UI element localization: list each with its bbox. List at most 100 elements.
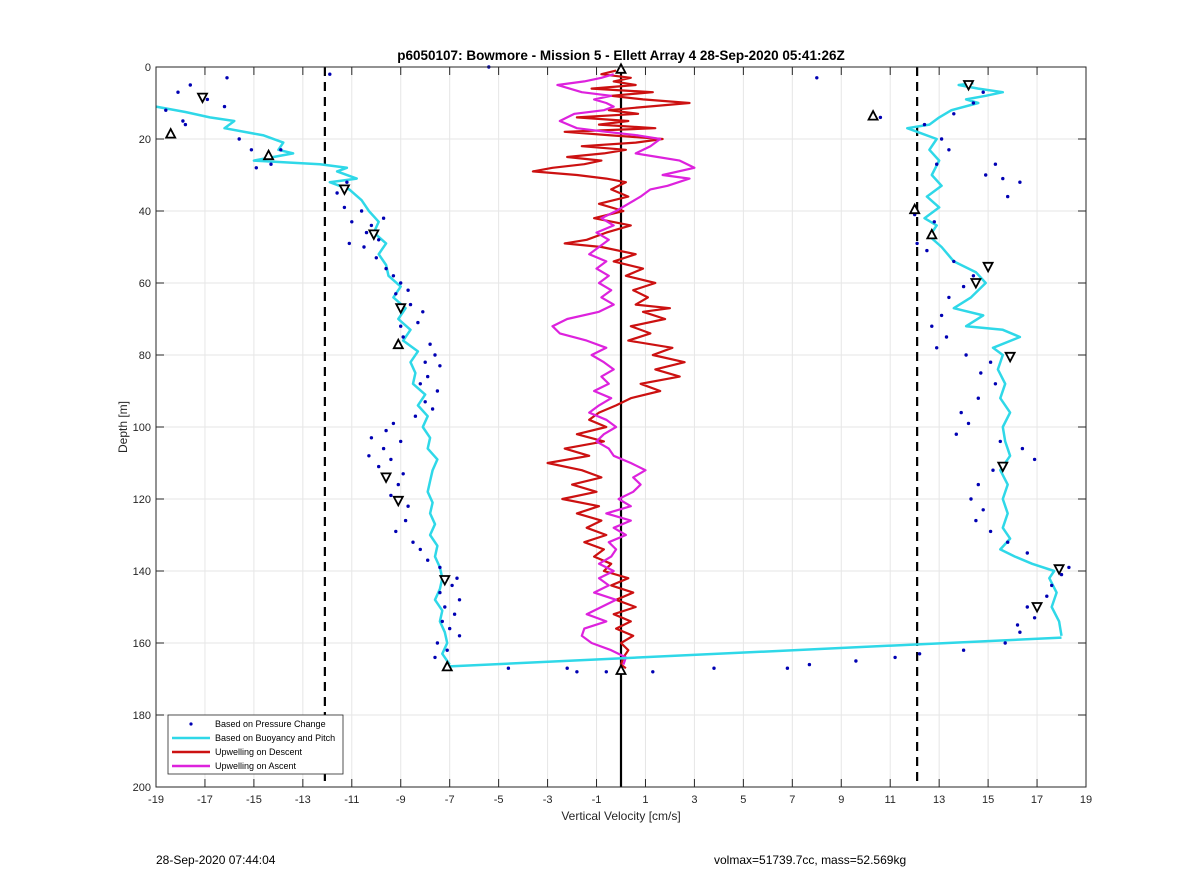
pressure-change-point (1025, 551, 1030, 555)
pressure-change-point (438, 364, 442, 368)
pressure-change-point (976, 482, 980, 487)
x-tick-label: 5 (740, 794, 746, 806)
marker-triangle-down (982, 261, 995, 274)
marker-triangle-down (338, 184, 351, 196)
pressure-change-point (974, 518, 978, 523)
pressure-change-point (448, 626, 452, 631)
pressure-change-point (1059, 572, 1064, 577)
x-tick-label: 15 (982, 794, 994, 806)
pressure-change-point (807, 662, 812, 667)
pressure-change-point (969, 497, 973, 501)
axis-ticks: -19 -17 -15 -13 -11 -9 -7 -5 -3 -1 1 3 5 7 9 11 13 15 17 19… (133, 62, 1092, 806)
pressure-change-point (604, 670, 608, 674)
pressure-change-point (930, 324, 934, 328)
pressure-change-point (1032, 457, 1037, 462)
y-tick-label: 20 (139, 134, 151, 146)
x-tick-label: -9 (396, 794, 406, 806)
pressure-change-point (374, 256, 378, 260)
pressure-change-point (1006, 194, 1010, 199)
marker-triangle-down (438, 575, 451, 587)
pressure-change-point (565, 666, 569, 670)
pressure-change-point (391, 421, 396, 426)
legend-label: Upwelling on Descent (215, 747, 303, 757)
marker-layer (164, 62, 1066, 675)
pressure-change-point (411, 540, 415, 544)
pressure-change-point (401, 335, 405, 339)
pressure-change-point (457, 598, 462, 602)
marker-triangle-down (1053, 564, 1066, 576)
x-tick-label: 3 (691, 794, 697, 806)
x-tick-label: -17 (197, 794, 213, 806)
pressure-change-point (452, 612, 457, 616)
pressure-change-point (345, 180, 349, 184)
marker-triangle-down (969, 278, 982, 290)
pressure-change-point (988, 529, 993, 534)
pressure-change-point (367, 454, 371, 458)
x-tick-label: 1 (642, 794, 648, 806)
pressure-change-point (998, 439, 1002, 444)
pressure-change-point (364, 230, 369, 235)
footer-stats: volmax=51739.7cc, mass=52.569kg (714, 853, 907, 867)
pressure-change-point (426, 374, 430, 379)
pressure-change-point (399, 324, 403, 328)
x-tick-label: -11 (344, 794, 359, 806)
y-tick-label: 40 (139, 206, 151, 218)
pressure-change-point (183, 122, 188, 127)
x-tick-label: -15 (246, 794, 262, 806)
pressure-change-point (1018, 180, 1022, 184)
marker-triangle-down (380, 472, 393, 484)
marker-triangle-down (1031, 602, 1044, 614)
pressure-change-point (1067, 565, 1071, 570)
chart-legend: Based on Pressure Change Based on Buoyan… (167, 714, 344, 775)
pressure-change-point (964, 353, 968, 357)
x-tick-label: 9 (838, 794, 844, 806)
marker-triangle-down (1004, 351, 1017, 364)
pressure-change-point (1006, 540, 1010, 544)
pressure-change-point (222, 104, 227, 109)
marker-triangle-up (392, 337, 405, 350)
legend-label: Based on Buoyancy and Pitch (215, 733, 335, 743)
pressure-change-point (939, 313, 944, 318)
pressure-change-point (369, 223, 374, 228)
pressure-change-point (401, 472, 405, 476)
legend-label: Upwelling on Ascent (215, 761, 297, 771)
pressure-change-point (181, 119, 185, 123)
legend-item-upwelling-descent: Upwelling on Descent (172, 747, 303, 757)
pressure-change-point (1032, 616, 1037, 620)
marker-triangle-up (164, 127, 177, 139)
marker-triangle-up (262, 148, 275, 161)
pressure-change-point (423, 400, 427, 404)
y-tick-label: 200 (133, 782, 151, 794)
pressure-change-point (961, 284, 966, 289)
pressure-change-point (396, 482, 400, 487)
pressure-change-point (435, 641, 440, 645)
pressure-change-point (377, 464, 381, 469)
pressure-change-point (362, 245, 366, 249)
pressure-change-point (279, 148, 283, 152)
pressure-change-point (421, 310, 425, 314)
pressure-change-point (1003, 641, 1007, 645)
pressure-change-point (254, 166, 258, 170)
marker-triangle-up (867, 109, 880, 121)
x-tick-label: 19 (1080, 794, 1092, 806)
pressure-change-point (435, 389, 440, 393)
y-tick-label: 100 (133, 422, 151, 434)
y-tick-label: 60 (139, 278, 151, 290)
marker-triangle-up (908, 202, 921, 215)
pressure-change-point (440, 619, 444, 624)
pressure-change-point (413, 414, 418, 418)
pressure-change-point (944, 335, 949, 339)
pressure-change-point (406, 288, 410, 292)
pressure-change-point (971, 101, 976, 105)
marker-triangle-down (394, 303, 407, 315)
pressure-change-point (399, 281, 403, 285)
series-upwelling-descent-line (531, 69, 691, 670)
pressure-change-point (1045, 594, 1049, 598)
y-tick-label: 140 (133, 566, 151, 578)
pressure-change-point (966, 421, 971, 426)
marker-triangle-up (441, 659, 454, 672)
pressure-change-point (399, 439, 403, 444)
pressure-change-point (381, 216, 386, 220)
marker-triangle-down (996, 461, 1009, 474)
